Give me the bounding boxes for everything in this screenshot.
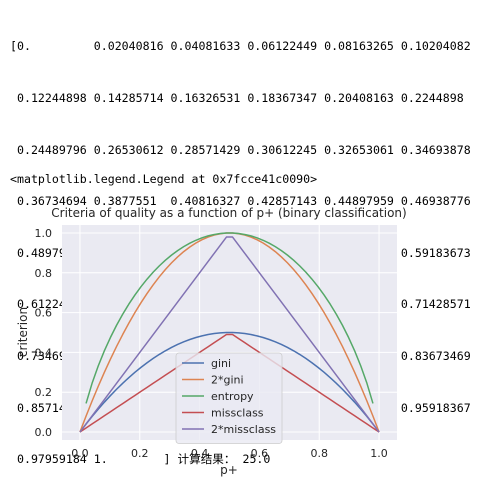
- y-tick-label: 0.8: [35, 267, 53, 280]
- chart-title: Criteria of quality as a function of p+ …: [51, 206, 406, 220]
- legend-entry: missclass: [211, 407, 264, 420]
- x-tick-label: 0.4: [191, 447, 209, 460]
- series-line-missclass: [79, 333, 380, 433]
- y-tick-label: 0.2: [35, 386, 53, 399]
- array-line: 0.36734694 0.3877551 0.40816327 0.428571…: [10, 194, 471, 209]
- legend-repr-output: <matplotlib.legend.Legend at 0x7fcce41c0…: [10, 172, 318, 186]
- x-tick-label: 0.8: [310, 447, 328, 460]
- y-tick-label: 0.6: [35, 307, 53, 320]
- legend-box: [175, 352, 283, 444]
- x-tick-labels: 0.0 0.2 0.4 0.6 0.8 1.0: [71, 447, 388, 460]
- legend-entry: 2*gini: [211, 374, 244, 387]
- x-tick-label: 0.2: [131, 447, 149, 460]
- series-line-entropy: [85, 232, 374, 404]
- legend-entry: gini: [211, 357, 231, 370]
- legend-entry: 2*missclass: [211, 423, 276, 436]
- array-line: 0.12244898 0.14285714 0.16326531 0.18367…: [10, 91, 471, 106]
- y-axis-label: criterion: [16, 307, 30, 357]
- x-tick-label: 1.0: [370, 447, 388, 460]
- chart-figure: Criteria of quality as a function of p+ …: [16, 206, 407, 477]
- legend-entry: entropy: [211, 390, 254, 403]
- legend: gini 2*gini entropy missclass 2*missclass: [175, 352, 283, 444]
- array-line: 0.24489796 0.26530612 0.28571429 0.30612…: [10, 142, 471, 157]
- array-line: 0.97959184 1. ] 计算结果： 25.0: [10, 452, 271, 467]
- series-line-2xmissclass: [79, 236, 380, 433]
- series-line-gini: [79, 331, 380, 433]
- x-tick-label: 0.0: [71, 447, 89, 460]
- series-lines: [79, 232, 380, 433]
- x-axis-label: p+: [220, 463, 238, 477]
- y-tick-label: 0.4: [35, 346, 53, 359]
- x-tick-label: 0.6: [251, 447, 269, 460]
- y-tick-labels: 0.0 0.2 0.4 0.6 0.8 1.0: [35, 227, 53, 439]
- array-line: [0. 0.02040816 0.04081633 0.06122449 0.0…: [10, 39, 471, 54]
- y-tick-label: 0.0: [35, 426, 53, 439]
- y-tick-label: 1.0: [35, 227, 53, 240]
